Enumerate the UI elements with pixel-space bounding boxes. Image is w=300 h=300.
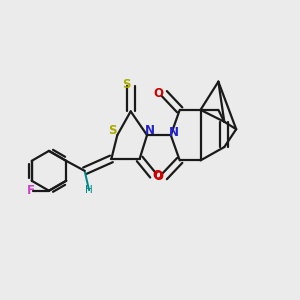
Text: N: N	[145, 124, 155, 137]
Text: S: S	[109, 124, 117, 137]
Text: O: O	[153, 170, 163, 183]
Text: O: O	[152, 169, 162, 182]
Text: F: F	[27, 184, 35, 197]
Text: N: N	[169, 126, 179, 139]
Text: O: O	[153, 87, 163, 100]
Text: S: S	[122, 78, 130, 91]
Text: H: H	[85, 185, 93, 195]
